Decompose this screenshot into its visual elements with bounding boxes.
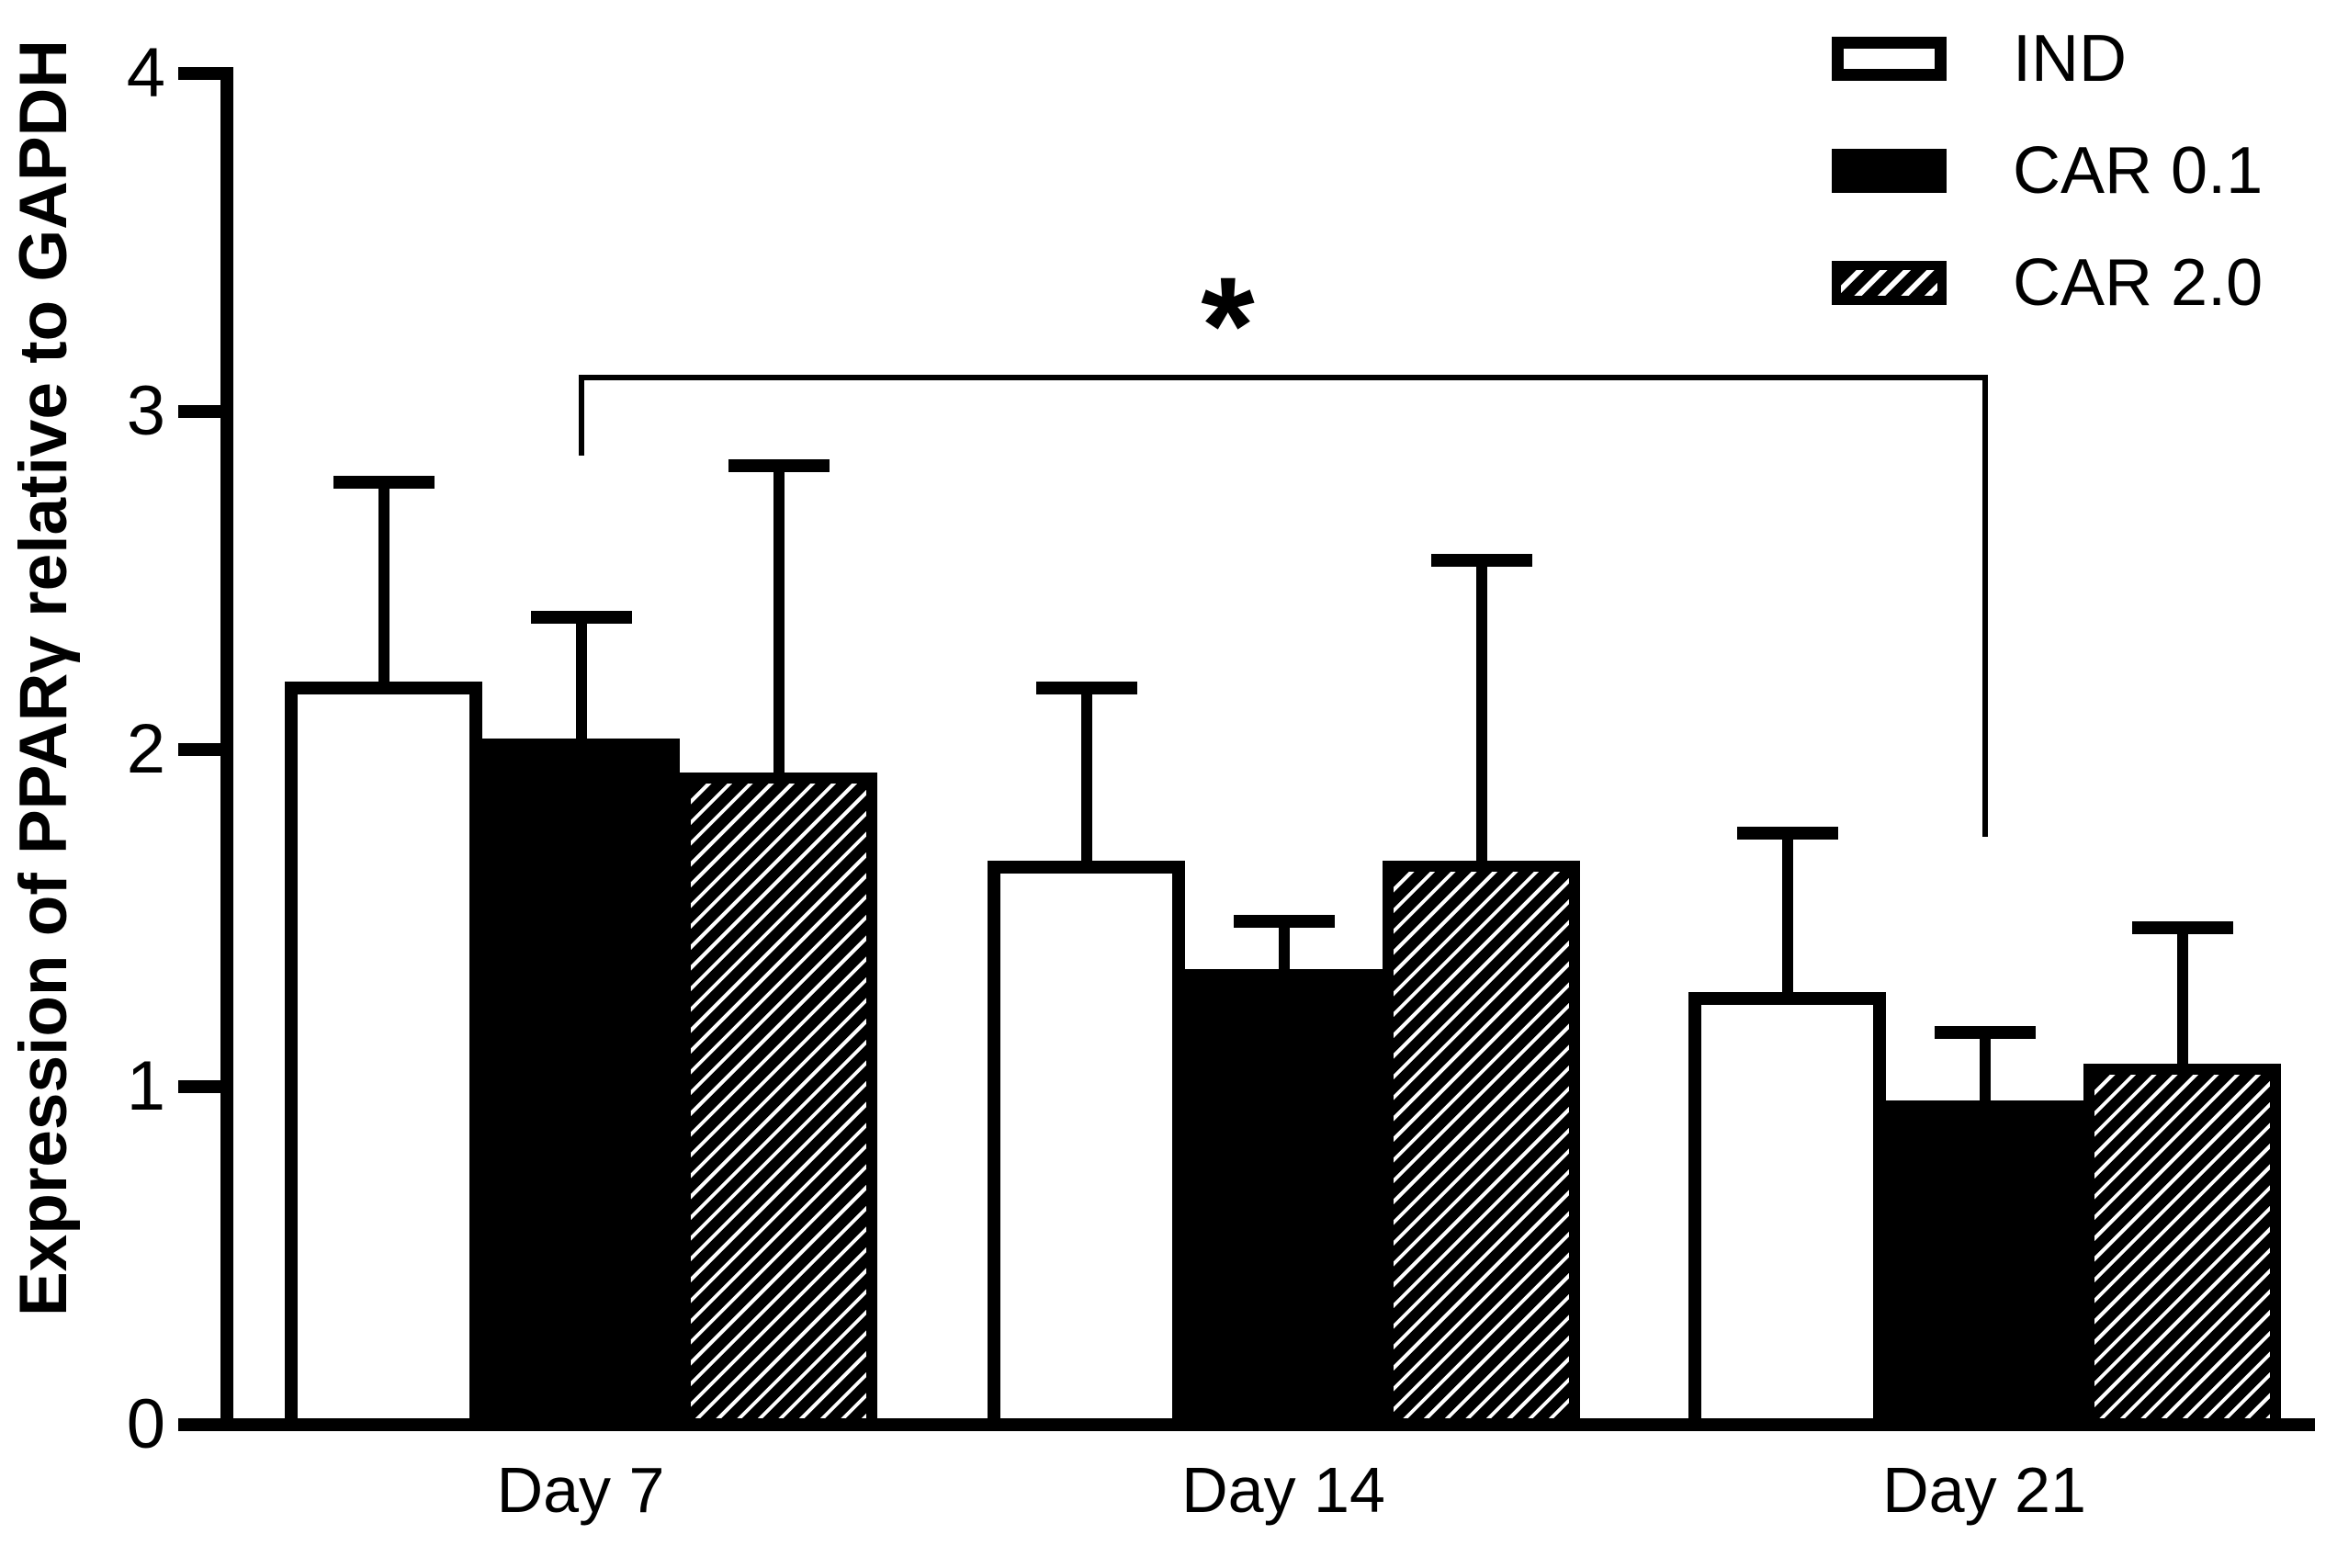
- error-bar-stem: [1278, 921, 1290, 973]
- error-bar-stem: [2176, 928, 2188, 1067]
- y-tick-label: 1: [126, 1047, 165, 1125]
- y-tick-label: 3: [126, 372, 165, 450]
- bar-ind-day-7: [285, 681, 482, 1431]
- y-tick-label: 2: [126, 710, 165, 788]
- legend-label: CAR 0.1: [2013, 134, 2264, 208]
- legend: IND CAR 0.1 CAR 2.0: [1832, 26, 2263, 362]
- error-bar-cap: [333, 475, 435, 489]
- bar-ind-day-21: [1688, 992, 1886, 1431]
- x-axis-line: [220, 1418, 2315, 1431]
- error-bar-cap: [1736, 827, 1838, 840]
- bar-car-0-1-day-14: [1185, 968, 1383, 1431]
- legend-label: CAR 2.0: [2013, 246, 2264, 320]
- y-tick-mark: [178, 67, 220, 80]
- y-tick-label: 0: [126, 1385, 165, 1463]
- bar-car-2-0-day-14: [1383, 860, 1580, 1431]
- legend-swatch-car-2-0: [1832, 261, 1947, 305]
- bar-car-2-0-day-21: [2083, 1063, 2281, 1431]
- error-bar-stem: [1979, 1032, 1991, 1104]
- error-bar-stem: [575, 617, 587, 743]
- error-bar-stem: [773, 465, 785, 777]
- bar-car-0-1-day-21: [1886, 1100, 2083, 1431]
- legend-swatch-car-0-1: [1832, 149, 1947, 193]
- x-tick-label: Day 21: [1882, 1454, 2086, 1526]
- y-tick-mark: [178, 1418, 220, 1431]
- x-tick-label: Day 14: [1181, 1454, 1385, 1526]
- significance-star: *: [1201, 247, 1255, 402]
- legend-row: CAR 0.1: [1832, 138, 2263, 204]
- y-axis-line: [220, 67, 233, 1431]
- y-tick-label: 4: [126, 34, 165, 112]
- y-tick-mark: [178, 743, 220, 756]
- error-bar-stem: [1080, 688, 1092, 864]
- error-bar-cap: [1233, 915, 1335, 929]
- bar-car-0-1-day-7: [482, 739, 680, 1431]
- bar-car-2-0-day-7: [680, 773, 877, 1431]
- error-bar-stem: [1475, 559, 1487, 864]
- legend-label: IND: [2013, 22, 2127, 96]
- bar-ind-day-14: [988, 860, 1185, 1431]
- y-tick-mark: [178, 1080, 220, 1093]
- legend-row: CAR 2.0: [1832, 250, 2263, 316]
- legend-swatch-ind: [1832, 37, 1947, 81]
- significance-bracket-left-leg: [578, 377, 584, 456]
- error-bar-stem: [378, 481, 390, 685]
- error-bar-cap: [2131, 921, 2233, 935]
- error-bar-cap: [1934, 1026, 2036, 1040]
- legend-row: IND: [1832, 26, 2263, 92]
- error-bar-cap: [728, 458, 830, 472]
- x-tick-label: Day 7: [496, 1454, 665, 1526]
- significance-bracket-top: [578, 374, 1988, 380]
- y-tick-mark: [178, 405, 220, 418]
- error-bar-cap: [1035, 682, 1137, 695]
- y-axis-title: Expression of PPARγ relative to GAPDH: [6, 39, 81, 1317]
- error-bar-cap: [1430, 553, 1532, 567]
- error-bar-cap: [530, 611, 632, 625]
- error-bar-stem: [1781, 833, 1793, 997]
- significance-bracket-right-leg: [1981, 377, 1988, 838]
